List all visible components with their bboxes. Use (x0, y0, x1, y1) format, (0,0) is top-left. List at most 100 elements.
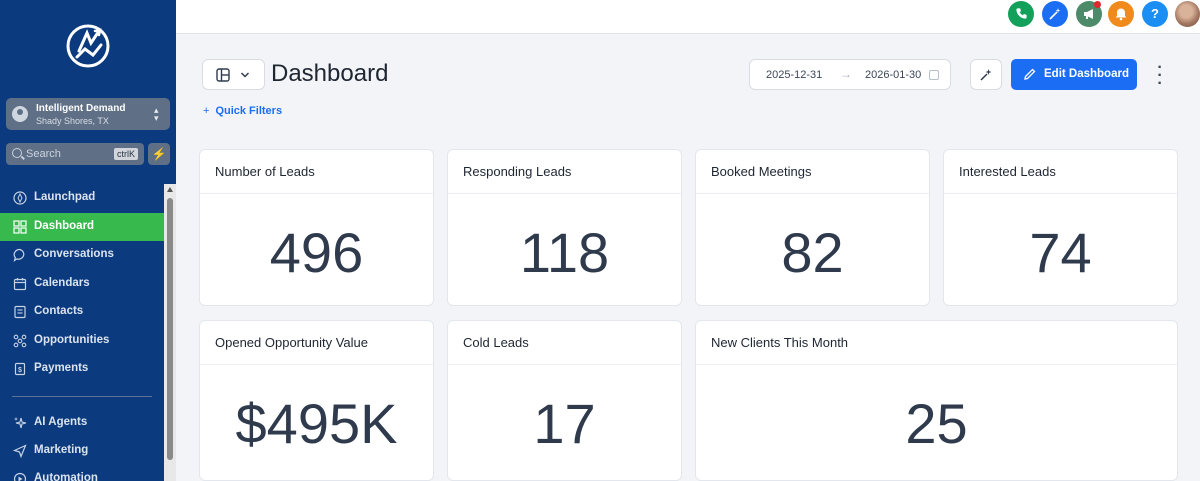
card-title: Interested Leads (959, 164, 1056, 179)
page-title: Dashboard (271, 60, 389, 87)
sidebar-item-label: AI Agents (34, 416, 88, 428)
card-divider (200, 193, 433, 194)
search-placeholder: Search (26, 148, 61, 160)
sidebar-scrollbar-thumb[interactable] (167, 198, 173, 460)
contacts-icon (14, 305, 26, 319)
sidebar-item-opportunities[interactable]: Opportunities (0, 327, 164, 355)
scroll-up-arrow-icon[interactable] (167, 187, 173, 192)
phone-icon (1015, 8, 1027, 19)
date-end[interactable]: 2026-01-30 (865, 69, 922, 81)
magic-wand-icon (980, 69, 992, 81)
sidebar-item-label: Payments (34, 362, 89, 374)
announcements-button[interactable] (1076, 1, 1102, 27)
card-divider (696, 193, 929, 194)
card-title: Opened Opportunity Value (215, 335, 368, 350)
card-value: 118 (519, 221, 610, 284)
calendar-icon (929, 70, 939, 80)
notification-dot (1094, 1, 1101, 8)
edit-dashboard-button[interactable]: Edit Dashboard (1011, 59, 1137, 90)
sidebar-item-calendars[interactable]: Calendars (0, 270, 164, 298)
quick-filters-link[interactable]: + Quick Filters (203, 105, 282, 117)
chat-bubble-icon (13, 248, 25, 262)
edit-dashboard-label: Edit Dashboard (1044, 68, 1129, 80)
send-icon (13, 444, 27, 458)
card-value: 82 (781, 221, 844, 284)
sidebar-item-automation[interactable]: Automation (0, 465, 164, 481)
metric-card-booked-meetings[interactable]: Booked Meetings 82 (695, 149, 930, 306)
user-avatar[interactable] (1175, 1, 1200, 27)
bell-icon (1115, 8, 1127, 21)
account-name: Intelligent Demand (36, 103, 126, 114)
card-title: New Clients This Month (711, 335, 849, 350)
sidebar-item-label: Conversations (34, 248, 114, 260)
card-divider (448, 364, 681, 365)
account-location: Shady Shores, TX (36, 116, 109, 126)
metric-card-responding-leads[interactable]: Responding Leads 118 (447, 149, 682, 306)
arrow-right-icon: → (840, 67, 852, 81)
sidebar-divider (12, 396, 152, 397)
card-value: 496 (269, 221, 364, 284)
sidebar-item-marketing[interactable]: Marketing (0, 437, 164, 465)
sidebar-item-label: Calendars (34, 277, 90, 289)
layout-icon (216, 68, 230, 82)
magic-wand-button[interactable] (1042, 1, 1068, 27)
megaphone-icon (1084, 9, 1093, 19)
calendar-icon (13, 278, 27, 291)
sidebar-item-label: Opportunities (34, 334, 110, 346)
metric-card-new-clients-this-month[interactable]: New Clients This Month 25 (695, 320, 1178, 481)
help-icon: ? (1151, 6, 1159, 21)
plus-icon: + (203, 105, 210, 117)
sidebar-item-ai-agents[interactable]: AI Agents (0, 409, 164, 437)
location-icon (12, 106, 28, 122)
sidebar-item-label: Automation (34, 472, 98, 481)
sidebar-item-contacts[interactable]: Contacts (0, 298, 164, 326)
sidebar-item-payments[interactable]: $ Payments (0, 355, 164, 383)
sidebar-item-launchpad[interactable]: Launchpad (0, 184, 164, 212)
card-value: 25 (905, 392, 968, 455)
card-title: Booked Meetings (711, 164, 812, 179)
search-shortcut-badge: ctrlK (114, 148, 138, 160)
card-value: $495K (235, 392, 398, 455)
metric-card-opened-opportunity-value[interactable]: Opened Opportunity Value $495K (199, 320, 434, 481)
search-icon (12, 148, 22, 158)
card-value: 74 (1029, 221, 1092, 284)
card-divider (200, 364, 433, 365)
payments-icon: $ (14, 362, 26, 376)
quick-action-button[interactable]: ⚡ (148, 143, 170, 165)
sidebar-item-dashboard[interactable]: Dashboard (0, 213, 164, 241)
dashboard-grid-icon (13, 220, 27, 234)
pencil-icon (1024, 68, 1036, 80)
date-range-picker[interactable]: 2025-12-31 → 2026-01-30 (749, 59, 951, 90)
card-title: Responding Leads (463, 164, 572, 179)
opportunities-icon (13, 334, 27, 348)
magic-wand-icon (1049, 8, 1061, 20)
svg-text:$: $ (18, 367, 22, 374)
automation-icon (13, 472, 27, 481)
search-input[interactable]: Search ctrlK (6, 143, 144, 165)
chevron-down-icon (240, 72, 250, 78)
sidebar-item-label: Contacts (34, 305, 84, 317)
company-logo[interactable] (63, 21, 113, 71)
phone-button[interactable] (1008, 1, 1034, 27)
layout-switcher-button[interactable] (202, 59, 265, 90)
metric-card-interested-leads[interactable]: Interested Leads 74 (943, 149, 1178, 306)
card-divider (944, 193, 1177, 194)
metric-card-number-of-leads[interactable]: Number of Leads 496 (199, 149, 434, 306)
card-divider (696, 364, 1177, 365)
notifications-button[interactable] (1108, 1, 1134, 27)
chevron-updown-icon: ▴ ▾ (154, 105, 159, 123)
help-button[interactable]: ? (1142, 1, 1168, 27)
sidebar-item-label: Marketing (34, 444, 89, 456)
metric-card-cold-leads[interactable]: Cold Leads 17 (447, 320, 682, 481)
card-value: 17 (533, 392, 596, 455)
ai-assist-button[interactable] (970, 59, 1002, 90)
card-title: Number of Leads (215, 164, 315, 179)
date-start[interactable]: 2025-12-31 (766, 69, 823, 81)
rocket-icon (13, 191, 27, 205)
sidebar-item-label: Dashboard (34, 220, 95, 232)
account-switcher[interactable]: Intelligent Demand Shady Shores, TX ▴ ▾ (6, 98, 170, 130)
card-divider (448, 193, 681, 194)
more-options-icon[interactable]: · · · (1157, 59, 1163, 92)
sidebar: Intelligent Demand Shady Shores, TX ▴ ▾ S… (0, 0, 176, 481)
sidebar-item-conversations[interactable]: Conversations (0, 241, 164, 269)
